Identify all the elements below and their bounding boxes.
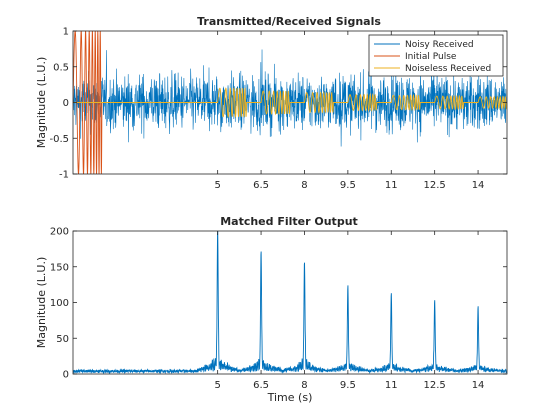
series-matched-filter (73, 231, 507, 374)
bottom-y-tick-label: 50 (56, 334, 69, 345)
top-axes: Transmitted/Received Signals 5 6.5 8 9.5 11 1… (35, 15, 508, 191)
top-y-tick-label: 0 (63, 98, 69, 109)
top-x-tick-label: 14 (472, 180, 485, 191)
bottom-x-tick-label: 6.5 (253, 380, 269, 391)
bottom-x-tick-label: 11 (385, 380, 398, 391)
legend-label-noiseless-received: Noiseless Received (405, 64, 491, 74)
bottom-x-axis-label: Time (s) (267, 391, 313, 404)
bottom-x-tick-label: 5 (214, 380, 220, 391)
bottom-y-tick-label: 150 (50, 262, 69, 273)
top-x-tick-label: 9.5 (340, 180, 356, 191)
bottom-x-tick-label: 14 (472, 380, 485, 391)
legend-label-noisy-received: Noisy Received (405, 40, 474, 50)
top-x-tick-label: 11 (385, 180, 398, 191)
top-x-tick-label: 12.5 (424, 180, 446, 191)
bottom-chart-title: Matched Filter Output (220, 215, 358, 228)
series-initial-pulse (73, 31, 103, 174)
bottom-y-axis-label: Magnitude (L.U.) (35, 257, 48, 349)
top-y-tick-label: -0.5 (49, 134, 69, 145)
bottom-axes: Matched Filter Output 5 6.5 8 9.5 11 12.5 14 0… (35, 215, 508, 404)
top-chart-title: Transmitted/Received Signals (197, 15, 381, 28)
series-noisy-received (73, 49, 507, 147)
bottom-plot-background (73, 231, 507, 374)
bottom-x-tick-label: 8 (301, 380, 307, 391)
top-y-tick-label: 0.5 (53, 62, 69, 73)
top-x-tick-label: 8 (301, 180, 307, 191)
top-y-tick-label: 1 (63, 27, 69, 38)
top-y-axis-label: Magnitude (L.U.) (35, 57, 48, 149)
bottom-x-tick-label: 9.5 (340, 380, 356, 391)
bottom-y-tick-label: 200 (50, 227, 69, 238)
top-y-tick-label: -1 (59, 170, 69, 181)
series-noiseless-received (73, 87, 507, 118)
top-x-tick-label: 5 (214, 180, 220, 191)
top-legend: Noisy Received Initial Pulse Noiseless R… (368, 34, 504, 77)
legend-label-initial-pulse: Initial Pulse (405, 52, 457, 62)
bottom-x-tick-label: 12.5 (424, 380, 446, 391)
top-x-tick-label: 6.5 (253, 180, 269, 191)
bottom-y-tick-label: 0 (63, 370, 69, 381)
bottom-y-tick-label: 100 (50, 298, 69, 309)
